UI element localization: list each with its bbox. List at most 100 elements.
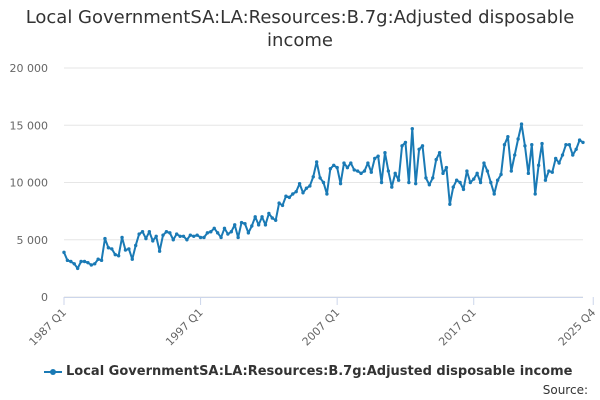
data-point[interactable]: [215, 231, 220, 235]
data-point[interactable]: [219, 235, 223, 240]
data-point[interactable]: [468, 180, 473, 185]
data-point[interactable]: [451, 185, 455, 189]
data-point[interactable]: [188, 233, 193, 237]
data-point[interactable]: [325, 192, 329, 196]
data-point[interactable]: [246, 231, 251, 235]
data-point[interactable]: [127, 247, 131, 251]
data-point[interactable]: [174, 232, 179, 236]
data-point[interactable]: [192, 234, 196, 239]
data-point[interactable]: [277, 201, 281, 205]
data-point[interactable]: [93, 262, 97, 266]
data-point[interactable]: [96, 257, 100, 261]
data-point[interactable]: [103, 236, 107, 241]
data-point[interactable]: [550, 170, 554, 174]
data-point[interactable]: [335, 165, 339, 170]
data-point[interactable]: [294, 189, 298, 194]
data-point[interactable]: [417, 147, 421, 151]
data-point[interactable]: [195, 233, 199, 237]
data-point[interactable]: [530, 143, 534, 147]
data-point[interactable]: [72, 262, 76, 266]
data-point[interactable]: [154, 234, 158, 239]
data-point[interactable]: [147, 230, 152, 234]
data-point[interactable]: [164, 230, 169, 234]
data-point[interactable]: [270, 216, 274, 220]
data-point[interactable]: [301, 191, 305, 195]
data-point[interactable]: [229, 230, 234, 234]
data-point[interactable]: [284, 194, 288, 198]
data-point[interactable]: [495, 178, 500, 182]
data-point[interactable]: [454, 178, 459, 182]
data-point[interactable]: [134, 243, 138, 248]
data-point[interactable]: [69, 259, 73, 264]
data-point[interactable]: [82, 259, 87, 264]
data-point[interactable]: [144, 236, 148, 241]
data-point[interactable]: [89, 263, 94, 267]
data-point[interactable]: [461, 187, 466, 192]
data-point[interactable]: [308, 184, 312, 188]
data-point[interactable]: [547, 169, 551, 173]
data-point[interactable]: [110, 247, 114, 251]
data-point[interactable]: [239, 220, 244, 225]
data-point[interactable]: [233, 223, 237, 227]
data-point[interactable]: [509, 169, 513, 173]
data-point[interactable]: [185, 238, 189, 242]
data-point[interactable]: [366, 161, 370, 165]
data-point[interactable]: [151, 239, 155, 243]
data-point[interactable]: [123, 248, 128, 252]
data-point[interactable]: [448, 202, 452, 206]
data-point[interactable]: [171, 238, 175, 242]
data-point[interactable]: [342, 161, 346, 165]
data-point[interactable]: [256, 223, 261, 227]
data-point[interactable]: [369, 170, 373, 174]
data-point[interactable]: [485, 169, 490, 173]
data-point[interactable]: [274, 218, 278, 222]
data-point[interactable]: [513, 153, 517, 157]
data-point[interactable]: [489, 180, 493, 185]
data-point[interactable]: [536, 163, 541, 168]
data-point[interactable]: [75, 266, 80, 271]
data-point[interactable]: [523, 144, 527, 148]
data-point[interactable]: [390, 185, 394, 189]
data-point[interactable]: [120, 235, 124, 240]
data-point[interactable]: [407, 180, 411, 185]
data-point[interactable]: [86, 260, 90, 265]
data-point[interactable]: [332, 163, 336, 168]
data-point[interactable]: [181, 234, 186, 239]
data-point[interactable]: [472, 177, 476, 181]
data-point[interactable]: [431, 176, 435, 180]
data-point[interactable]: [198, 235, 203, 240]
data-point[interactable]: [553, 156, 558, 161]
data-point[interactable]: [291, 192, 295, 196]
data-point[interactable]: [444, 165, 449, 170]
data-point[interactable]: [499, 172, 503, 177]
data-point[interactable]: [383, 151, 387, 155]
data-point[interactable]: [533, 192, 537, 196]
data-point[interactable]: [393, 171, 397, 176]
data-point[interactable]: [564, 143, 568, 147]
data-point[interactable]: [137, 232, 141, 236]
data-point[interactable]: [427, 183, 432, 187]
data-point[interactable]: [113, 252, 117, 257]
data-point[interactable]: [413, 181, 418, 186]
data-point[interactable]: [355, 169, 360, 173]
data-point[interactable]: [253, 215, 257, 219]
data-point[interactable]: [222, 226, 227, 230]
data-point[interactable]: [581, 140, 585, 145]
data-point[interactable]: [557, 161, 561, 165]
data-point[interactable]: [560, 153, 565, 157]
data-point[interactable]: [526, 171, 531, 176]
data-point[interactable]: [314, 160, 319, 164]
legend[interactable]: Local GovernmentSA:LA:Resources:B.7g:Adj…: [44, 364, 572, 379]
data-point[interactable]: [376, 154, 380, 158]
data-point[interactable]: [280, 203, 285, 208]
data-point[interactable]: [424, 176, 428, 180]
data-point[interactable]: [161, 233, 165, 237]
data-point[interactable]: [492, 192, 496, 196]
data-point[interactable]: [567, 143, 572, 147]
data-point[interactable]: [475, 171, 479, 176]
data-point[interactable]: [263, 223, 268, 227]
data-point[interactable]: [349, 161, 353, 165]
data-point[interactable]: [321, 180, 326, 185]
data-point[interactable]: [157, 249, 162, 253]
data-point[interactable]: [226, 232, 230, 236]
